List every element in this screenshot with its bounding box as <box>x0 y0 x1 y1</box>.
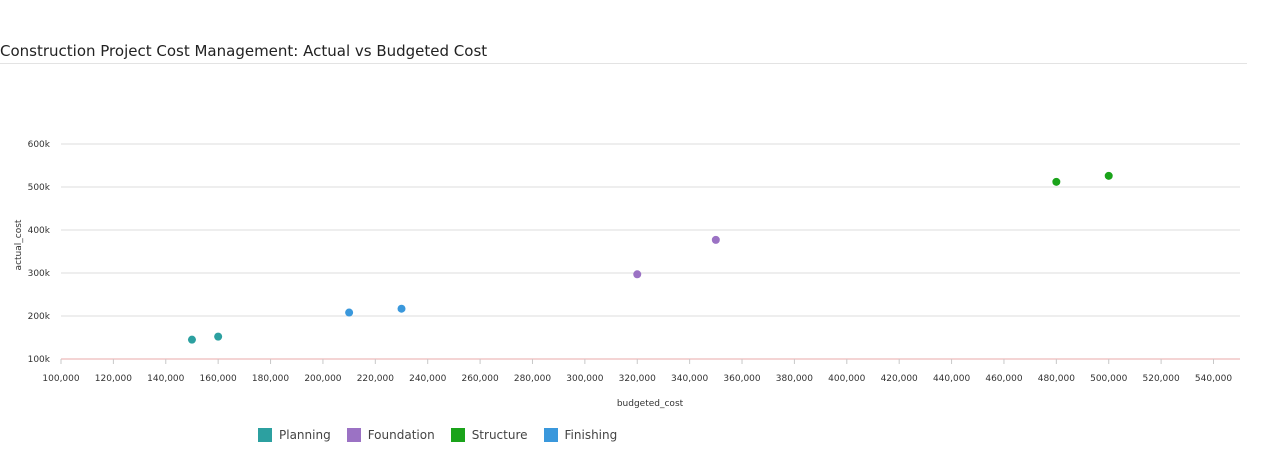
x-tick-label: 420,000 <box>881 374 918 384</box>
x-tick-label: 140,000 <box>147 374 184 384</box>
data-point-foundation[interactable] <box>633 270 642 279</box>
x-tick-label: 240,000 <box>409 374 446 384</box>
data-point-finishing[interactable] <box>345 308 354 317</box>
chart-title: Construction Project Cost Management: Ac… <box>0 42 488 60</box>
axes: 100k 200k 300k 400k 500k 600k 100,000 120,000 14… <box>28 140 1233 384</box>
data-point-structure[interactable] <box>1052 177 1061 186</box>
legend-swatch <box>543 428 558 442</box>
x-tick-label: 280,000 <box>514 374 551 384</box>
x-tick-label: 300,000 <box>566 374 603 384</box>
x-tick-label: 400,000 <box>828 374 865 384</box>
x-tick-label: 260,000 <box>461 374 498 384</box>
x-tick-label: 380,000 <box>776 374 813 384</box>
x-tick-label: 540,000 <box>1195 374 1232 384</box>
legend-item-planning[interactable]: Planning <box>258 428 331 442</box>
x-tick-label: 220,000 <box>357 374 394 384</box>
x-axis-title: budgeted_cost <box>617 399 684 409</box>
x-tick-label: 180,000 <box>252 374 289 384</box>
x-tick-label: 440,000 <box>933 374 970 384</box>
x-tick-label: 500,000 <box>1090 374 1127 384</box>
legend-label: Finishing <box>564 428 618 442</box>
y-tick-label: 400k <box>28 226 51 236</box>
x-tick-label: 120,000 <box>95 374 132 384</box>
x-tick-label: 340,000 <box>671 374 708 384</box>
data-point-structure[interactable] <box>1104 171 1113 180</box>
y-tick-label: 300k <box>28 269 51 279</box>
x-tick-label: 360,000 <box>723 374 760 384</box>
legend-item-finishing[interactable]: Finishing <box>543 428 618 442</box>
x-tick-label: 160,000 <box>200 374 237 384</box>
x-tick-label: 320,000 <box>619 374 656 384</box>
y-tick-label: 200k <box>28 312 51 322</box>
scatter-chart: 100k 200k 300k 400k 500k 600k 100,000 120,000 14… <box>14 140 1240 409</box>
y-tick-label: 100k <box>28 355 51 365</box>
data-point-planning[interactable] <box>187 335 196 344</box>
legend-label: Foundation <box>367 428 435 442</box>
data-point-planning[interactable] <box>214 332 223 341</box>
legend-label: Structure <box>471 428 528 442</box>
y-tick-label: 600k <box>28 140 51 150</box>
title-divider <box>0 63 1247 64</box>
legend-swatch <box>346 428 361 442</box>
data-point-foundation[interactable] <box>711 235 720 244</box>
y-axis-title: actual_cost <box>14 219 24 270</box>
x-tick-label: 460,000 <box>985 374 1022 384</box>
legend-swatch <box>258 428 272 442</box>
data-point-finishing[interactable] <box>397 304 406 313</box>
legend-label: Planning <box>279 428 331 442</box>
legend: Planning Foundation Structure Finishing <box>258 428 617 442</box>
legend-item-foundation[interactable]: Foundation <box>346 428 435 442</box>
x-tick-label: 520,000 <box>1143 374 1180 384</box>
x-tick-label: 200,000 <box>304 374 341 384</box>
x-tick-label: 100,000 <box>42 374 79 384</box>
grid-lines <box>61 143 1240 360</box>
legend-swatch <box>450 428 465 442</box>
legend-item-structure[interactable]: Structure <box>450 428 528 442</box>
x-tick-label: 480,000 <box>1038 374 1075 384</box>
data-points <box>187 171 1113 344</box>
y-tick-label: 500k <box>28 183 51 193</box>
